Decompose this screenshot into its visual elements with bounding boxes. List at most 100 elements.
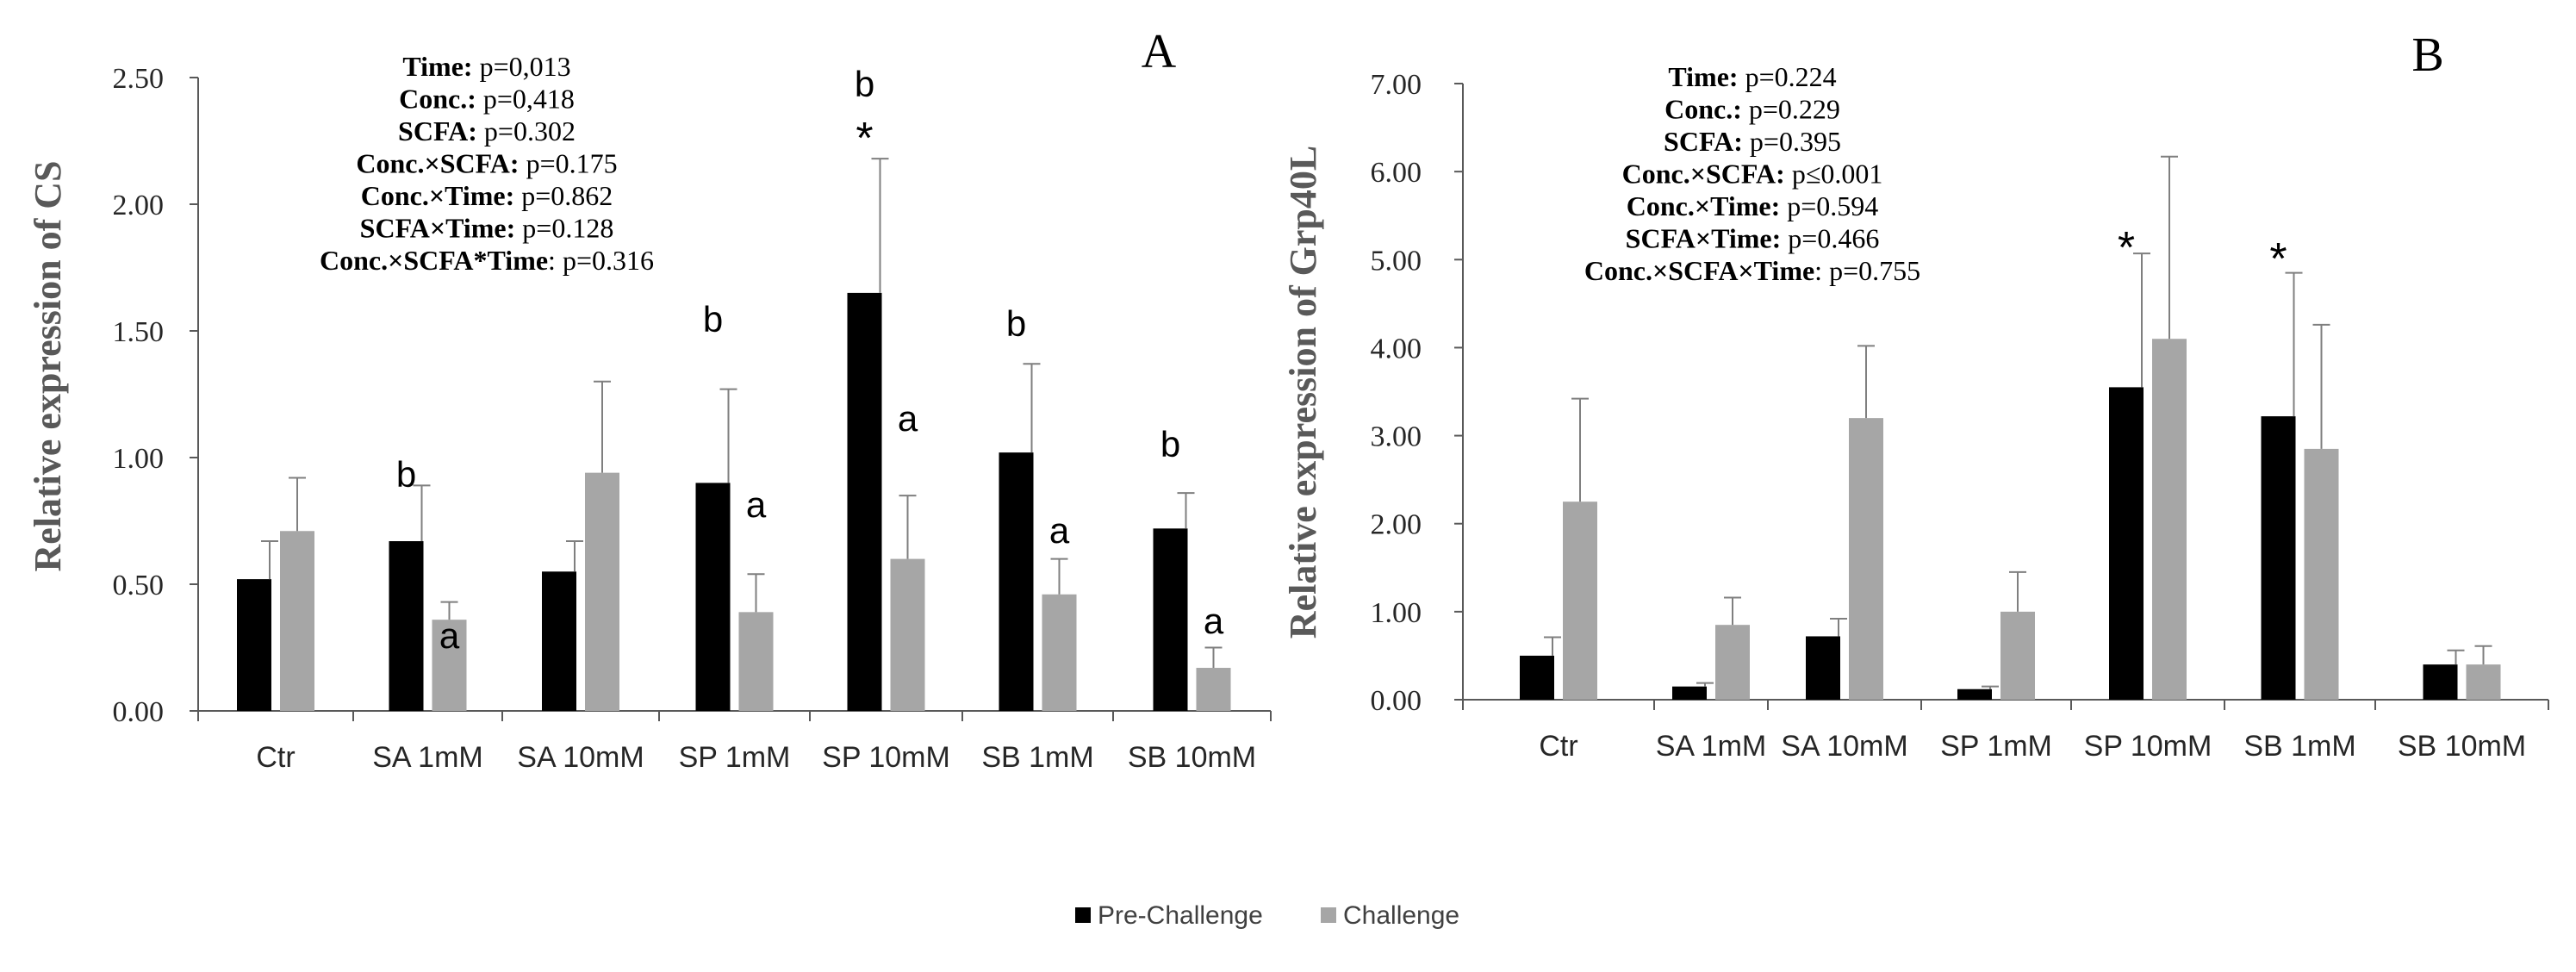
bar-challenge-0: [1563, 502, 1597, 700]
stat-line: Conc.×SCFA*Time: p=0.316: [320, 245, 654, 276]
category-label: SP 1mM: [1940, 730, 2052, 763]
category-label: SA 1mM: [372, 741, 482, 774]
stat-key: Time:: [1668, 61, 1738, 92]
bar-pre-challenge-5: [999, 452, 1034, 711]
y-tick-label: 0.00: [1371, 685, 1422, 717]
bar-challenge-3: [2000, 611, 2035, 700]
y-tick-label: 4.00: [1371, 333, 1422, 364]
panel-label: B: [2411, 28, 2443, 82]
bar-challenge-4: [890, 558, 925, 711]
legend-label: Challenge: [1343, 901, 1459, 930]
stat-line: Conc.×SCFA: p=0.175: [356, 148, 617, 179]
stat-key: Conc.×Time:: [361, 180, 515, 211]
stat-value: p=0.175: [520, 148, 618, 179]
y-tick-label: 3.00: [1371, 421, 1422, 453]
significance-letter: b: [1160, 424, 1180, 464]
stat-line: Conc.×SCFA×Time: p=0.755: [1584, 255, 1920, 286]
stat-value: p=0,013: [473, 51, 571, 82]
significance-asterisk: *: [2118, 223, 2135, 273]
stat-line: Conc.×Time: p=0.862: [361, 180, 613, 211]
stat-line: Conc.: p=0.229: [1664, 94, 1840, 125]
stat-key: Conc.×SCFA*Time: [320, 245, 548, 276]
category-label: SA 1mM: [1656, 730, 1766, 763]
bar-pre-challenge-2: [542, 571, 576, 711]
significance-asterisk: *: [2269, 234, 2287, 284]
bar-challenge-6: [1196, 668, 1231, 711]
stat-line: Conc.: p=0,418: [399, 84, 575, 115]
bar-challenge-1: [1715, 625, 1750, 700]
bar-challenge-0: [280, 531, 314, 711]
stat-line: Conc.×SCFA: p≤0.001: [1622, 159, 1883, 190]
bar-pre-challenge-4: [847, 292, 882, 711]
stat-key: Time:: [402, 51, 472, 82]
y-tick-label: 1.00: [1371, 597, 1422, 629]
significance-letter: b: [396, 454, 416, 495]
legend-swatch: [1075, 907, 1091, 923]
stat-key: SCFA×Time:: [360, 213, 516, 244]
stat-value: p=0.224: [1739, 61, 1837, 92]
significance-letter: a: [1049, 510, 1070, 551]
bar-challenge-2: [585, 472, 619, 711]
y-tick-label: 2.50: [113, 63, 165, 95]
stat-key: Conc.:: [399, 84, 476, 115]
stat-value: : p=0.755: [1814, 255, 1920, 286]
stat-key: SCFA:: [1664, 126, 1743, 157]
bar-pre-challenge-6: [1153, 528, 1188, 711]
bar-pre-challenge-0: [237, 579, 271, 711]
y-tick-label: 6.00: [1371, 157, 1422, 189]
chart-panel-a: 0.00 0.50 1.00 1.50 2.00 2.50 Relative express…: [27, 25, 1272, 774]
category-label: Ctr: [256, 741, 295, 774]
stat-key: SCFA×Time:: [1626, 223, 1782, 254]
stat-key: Conc.×SCFA:: [1622, 159, 1785, 190]
significance-letter: a: [439, 615, 460, 656]
y-tick-label: 2.00: [113, 190, 165, 221]
bar-pre-challenge-4: [2109, 387, 2144, 700]
legend: Pre-Challenge Challenge: [1075, 901, 1459, 930]
bar-pre-challenge-1: [1672, 686, 1707, 700]
stat-key: SCFA:: [398, 115, 477, 146]
stat-value: p=0.128: [515, 213, 613, 244]
bar-challenge-6: [2466, 664, 2501, 700]
legend-swatch: [1321, 907, 1336, 923]
category-label: SA 10mM: [517, 741, 644, 774]
stat-value: p=0.862: [514, 180, 613, 211]
significance-letter: b: [703, 299, 723, 340]
y-tick-label: 1.50: [113, 316, 165, 348]
bar-challenge-4: [2152, 339, 2187, 700]
category-label: SB 10mM: [1128, 741, 1256, 774]
y-tick-label: 1.00: [113, 443, 165, 475]
y-tick-label: 7.00: [1371, 69, 1422, 101]
stat-line: Time: p=0,013: [402, 51, 570, 82]
stat-line: SCFA: p=0.302: [398, 115, 576, 146]
category-label: SB 1mM: [981, 741, 1093, 774]
bar-challenge-3: [738, 612, 774, 711]
category-label: Ctr: [1539, 730, 1577, 763]
stat-value: p=0.594: [1780, 190, 1878, 221]
legend-label: Pre-Challenge: [1098, 901, 1263, 930]
y-tick-label: 0.50: [113, 570, 165, 601]
category-label: SP 10mM: [822, 741, 950, 774]
y-tick-label: 0.00: [113, 696, 165, 728]
stat-value: p=0,418: [476, 84, 575, 115]
bar-pre-challenge-2: [1806, 636, 1840, 700]
bar-pre-challenge-0: [1520, 655, 1554, 700]
category-label: SB 1mM: [2243, 730, 2355, 763]
significance-letter: a: [898, 398, 918, 439]
stat-key: Conc.×SCFA:: [356, 148, 519, 179]
stat-line: SCFA×Time: p=0.466: [1626, 223, 1880, 254]
bar-pre-challenge-3: [695, 483, 731, 711]
significance-asterisk: *: [856, 114, 873, 164]
significance-letter: b: [855, 64, 874, 104]
bar-challenge-5: [1042, 594, 1077, 711]
stat-line: Time: p=0.224: [1668, 61, 1836, 92]
stat-key: Conc.×Time:: [1627, 190, 1781, 221]
stat-line: Conc.×Time: p=0.594: [1627, 190, 1879, 221]
chart-panel-b: 0.00 1.00 2.00 3.00 4.00 5.00 6.00 7.00 Relative…: [1282, 28, 2549, 763]
panel-label: A: [1142, 25, 1177, 78]
bar-pre-challenge-1: [389, 541, 424, 711]
stat-value: p=0.229: [1742, 94, 1840, 125]
category-label: SA 10mM: [1781, 730, 1907, 763]
bar-pre-challenge-6: [2423, 664, 2458, 700]
bar-challenge-5: [2304, 448, 2339, 700]
